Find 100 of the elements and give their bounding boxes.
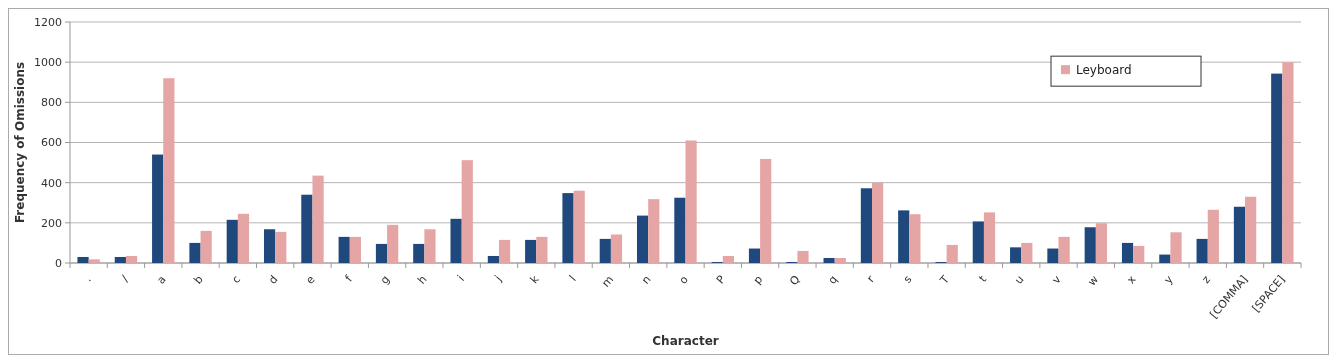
bar — [413, 243, 425, 263]
x-tick-label: y — [1161, 272, 1176, 287]
bar — [450, 218, 462, 263]
bar — [1159, 254, 1171, 263]
bar — [338, 236, 350, 263]
bar — [163, 78, 175, 263]
bar — [1170, 232, 1182, 263]
x-tick-label: i — [455, 273, 467, 284]
x-tick-label: T — [936, 272, 953, 288]
bar — [1121, 242, 1134, 263]
bar — [909, 214, 921, 263]
x-tick-label: g — [377, 273, 393, 287]
bar — [1245, 196, 1257, 263]
bar — [1084, 227, 1096, 263]
x-tick-label: q — [825, 273, 840, 287]
y-tick-label: 800 — [41, 96, 62, 110]
bar — [722, 255, 734, 263]
x-tick-label: P — [713, 272, 729, 287]
x-tick-label: Q — [787, 272, 803, 289]
bar — [263, 229, 276, 263]
x-tick-label: h — [415, 273, 430, 287]
bar — [1133, 245, 1145, 263]
bar — [1058, 236, 1070, 263]
x-tick-label: / — [118, 272, 132, 285]
bar — [312, 175, 324, 263]
x-axis-title: Character — [652, 334, 719, 348]
bar — [674, 197, 686, 263]
bar — [536, 236, 548, 263]
x-tick-label: a — [154, 273, 169, 287]
bar — [599, 238, 611, 263]
bar — [88, 259, 100, 263]
bar — [375, 243, 388, 263]
bar — [760, 158, 772, 263]
bar — [275, 231, 287, 263]
bar — [487, 255, 499, 263]
x-tick-label: m — [599, 273, 617, 290]
bar — [562, 193, 574, 263]
bar — [1233, 206, 1246, 263]
bar — [860, 188, 873, 263]
x-tick-label: n — [639, 273, 654, 287]
bar — [189, 242, 201, 263]
bar — [648, 199, 660, 263]
y-tick-label: 200 — [41, 216, 62, 230]
x-tick-label: w — [1085, 273, 1102, 289]
bar — [498, 239, 511, 263]
bar — [461, 160, 473, 263]
x-tick-label: u — [1012, 273, 1027, 287]
bar — [525, 239, 537, 263]
bar — [898, 210, 910, 263]
bar — [1207, 209, 1219, 263]
x-tick-label: c — [229, 273, 244, 287]
bar — [152, 154, 164, 263]
bar — [872, 182, 884, 263]
bar — [946, 244, 958, 263]
x-tick-label: b — [191, 273, 206, 287]
x-tick-label: x — [1124, 272, 1139, 287]
bar — [237, 213, 250, 263]
x-tick-label: f — [342, 272, 356, 285]
bar — [1196, 238, 1208, 263]
x-tick-label: l — [566, 273, 579, 284]
x-tick-label: r — [864, 272, 878, 285]
legend-label: Leyboard — [1076, 63, 1132, 78]
bar — [823, 257, 835, 263]
bar — [797, 250, 809, 263]
bar — [349, 236, 361, 263]
bar — [573, 190, 585, 263]
x-tick-label: . — [81, 273, 94, 285]
x-tick-label: e — [303, 272, 318, 287]
y-axis-title: Frequency of Omissions — [13, 61, 27, 224]
y-tick-label: 0 — [55, 256, 62, 270]
x-tick-label: d — [265, 273, 281, 287]
x-tick-label: t — [976, 272, 990, 285]
x-tick-label: p — [750, 273, 766, 287]
bar — [972, 221, 984, 263]
bar — [1282, 62, 1294, 263]
x-tick-label: v — [1049, 272, 1065, 287]
x-tick-label: k — [527, 272, 542, 287]
x-tick-label: j — [491, 273, 505, 285]
x-tick-label: z — [1199, 272, 1214, 286]
y-tick-label: 400 — [41, 176, 62, 190]
bar — [834, 257, 846, 263]
bar — [1010, 247, 1022, 263]
bar — [114, 256, 126, 263]
bar — [1271, 73, 1283, 263]
x-tick-label: o — [676, 272, 691, 287]
bar — [200, 230, 212, 263]
bar — [637, 215, 649, 263]
bar — [748, 248, 761, 263]
x-tick-label: s — [900, 272, 915, 286]
y-tick-label: 1200 — [34, 15, 62, 29]
bar — [1021, 242, 1033, 263]
bar — [424, 229, 436, 263]
y-tick-label: 600 — [41, 136, 62, 150]
bar — [610, 234, 623, 263]
bar — [77, 256, 89, 263]
bar — [685, 140, 697, 263]
y-tick-label: 1000 — [34, 56, 62, 70]
bar — [125, 255, 138, 263]
bar — [226, 219, 238, 263]
bar — [1047, 248, 1059, 263]
